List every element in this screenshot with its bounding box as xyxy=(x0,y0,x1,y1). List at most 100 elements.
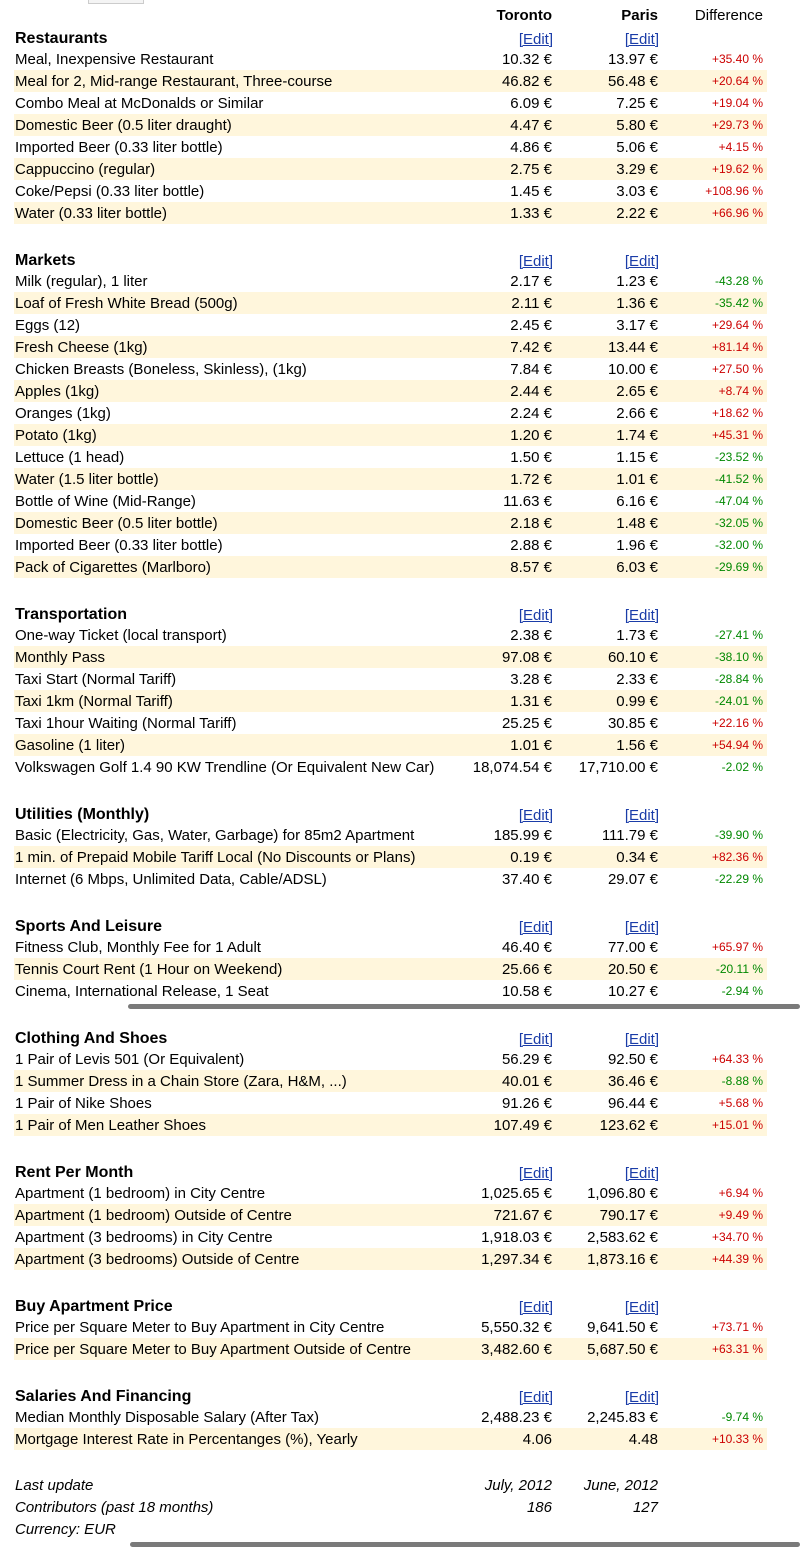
edit-cell-paris: [Edit] xyxy=(556,1384,662,1406)
item-name: Chicken Breasts (Boneless, Skinless), (1… xyxy=(15,360,307,378)
price-toronto: 1.01 € xyxy=(468,734,556,756)
footer-value-paris: June, 2012 xyxy=(583,1476,658,1494)
edit-cell-toronto: [Edit] xyxy=(468,1026,556,1048)
section-spacer xyxy=(14,890,767,914)
difference-value: +9.49 % xyxy=(662,1204,767,1226)
item-name: Potato (1kg) xyxy=(14,424,468,446)
price-toronto: 2.11 € xyxy=(468,292,556,314)
table-row: Potato (1kg) 1.20 €1.74 € +45.31 % xyxy=(14,424,767,446)
item-name: Fitness Club, Monthly Fee for 1 Adult xyxy=(15,938,261,956)
category-header-row: Utilities (Monthly) [Edit] [Edit] xyxy=(14,802,767,824)
item-name: Gasoline (1 liter) xyxy=(14,734,468,756)
price-paris: 7.25 € xyxy=(616,94,658,112)
item-name: Price per Square Meter to Buy Apartment … xyxy=(14,1338,468,1360)
table-row: Gasoline (1 liter) 1.01 €1.56 € +54.94 % xyxy=(14,734,767,756)
category-spacer xyxy=(662,914,767,936)
price-toronto: 46.40 € xyxy=(501,938,552,956)
edit-link-paris[interactable]: [Edit] xyxy=(624,919,659,936)
difference-value: +45.31 % xyxy=(662,424,767,446)
table-row: Apartment (1 bedroom) in City Centre 1,02… xyxy=(14,1182,767,1204)
edit-link-toronto[interactable]: [Edit] xyxy=(518,807,553,824)
price-toronto: 1.31 € xyxy=(468,690,556,712)
difference-value: -8.88 % xyxy=(662,1070,767,1092)
edit-link-paris[interactable]: [Edit] xyxy=(624,1165,659,1182)
price-paris: 2.66 € xyxy=(616,404,658,422)
item-name: Taxi 1hour Waiting (Normal Tariff) xyxy=(15,714,237,732)
table-row: Coke/Pepsi (0.33 liter bottle) 1.45 € 3.03… xyxy=(14,180,767,202)
edit-link-paris[interactable]: [Edit] xyxy=(624,1299,659,1316)
category-spacer xyxy=(662,802,767,824)
edit-cell-paris: [Edit] xyxy=(556,802,662,824)
difference-value: +64.33 % xyxy=(711,1052,763,1066)
edit-cell-toronto: [Edit] xyxy=(468,26,556,48)
price-toronto: 1.72 € xyxy=(468,468,556,490)
edit-link-paris[interactable]: [Edit] xyxy=(624,253,659,270)
item-name: Monthly Pass xyxy=(14,646,468,668)
edit-link-paris[interactable]: [Edit] xyxy=(624,807,659,824)
difference-value: -20.11 % xyxy=(662,958,767,980)
horizontal-scrollbar-bottom[interactable] xyxy=(130,1542,800,1547)
edit-link-toronto[interactable]: [Edit] xyxy=(518,1389,553,1406)
header-city-toronto: Toronto xyxy=(496,6,552,24)
price-paris: 1.23 € xyxy=(616,272,658,290)
edit-link-toronto[interactable]: [Edit] xyxy=(518,1031,553,1048)
table-row: Basic (Electricity, Gas, Water, Garbage)… xyxy=(14,824,767,846)
edit-link-toronto[interactable]: [Edit] xyxy=(518,1165,553,1182)
item-name: Basic (Electricity, Gas, Water, Garbage)… xyxy=(15,826,415,844)
difference-value: +29.73 % xyxy=(662,114,767,136)
price-toronto: 7.84 € xyxy=(510,360,552,378)
header-city-paris: Paris xyxy=(621,6,658,24)
edit-link-toronto[interactable]: [Edit] xyxy=(518,919,553,936)
price-paris: 790.17 € xyxy=(556,1204,662,1226)
category-header-row: Transportation [Edit] [Edit] xyxy=(14,602,767,624)
footer-value-toronto xyxy=(468,1518,556,1540)
price-toronto: 1.50 € xyxy=(510,448,552,466)
section-spacer-cell xyxy=(14,1136,767,1160)
price-paris: 0.34 € xyxy=(556,846,662,868)
edit-cell-toronto: [Edit] xyxy=(468,602,556,624)
price-paris: 60.10 € xyxy=(556,646,662,668)
table-row: Fitness Club, Monthly Fee for 1 Adult 46.… xyxy=(14,936,767,958)
table-row: Cinema, International Release, 1 Seat 10.… xyxy=(14,980,767,1002)
horizontal-scrollbar[interactable] xyxy=(128,1004,800,1009)
edit-link-paris[interactable]: [Edit] xyxy=(624,31,659,48)
category-header-row: Markets [Edit] [Edit] xyxy=(14,248,767,270)
item-name: Domestic Beer (0.5 liter bottle) xyxy=(14,512,468,534)
item-name: Combo Meal at McDonalds or Similar xyxy=(15,94,264,112)
edit-link-toronto[interactable]: [Edit] xyxy=(518,607,553,624)
difference-value: +73.71 % xyxy=(711,1320,763,1334)
price-paris: 1.01 € xyxy=(556,468,662,490)
edit-link-paris[interactable]: [Edit] xyxy=(624,607,659,624)
category-title: Salaries And Financing xyxy=(15,1388,192,1405)
edit-link-toronto[interactable]: [Edit] xyxy=(518,31,553,48)
category-title: Rent Per Month xyxy=(15,1164,134,1181)
table-row: Apartment (3 bedrooms) in City Centre 1,9… xyxy=(14,1226,767,1248)
item-name: Apartment (1 bedroom) Outside of Centre xyxy=(14,1204,468,1226)
section-spacer-cell xyxy=(14,224,767,248)
table-row: Apartment (3 bedrooms) Outside of Centre… xyxy=(14,1248,767,1270)
edit-link-paris[interactable]: [Edit] xyxy=(624,1389,659,1406)
edit-cell-toronto: [Edit] xyxy=(468,248,556,270)
item-name: Imported Beer (0.33 liter bottle) xyxy=(15,536,223,554)
edit-link-toronto[interactable]: [Edit] xyxy=(518,253,553,270)
item-name: Mortgage Interest Rate in Percentanges (… xyxy=(14,1428,468,1450)
category-title: Transportation xyxy=(15,606,128,623)
price-toronto: 2,488.23 € xyxy=(481,1408,552,1426)
item-name: Apartment (1 bedroom) in City Centre xyxy=(15,1184,266,1202)
price-paris: 1,873.16 € xyxy=(556,1248,662,1270)
footer-spacer xyxy=(14,1450,767,1474)
edit-link-paris[interactable]: [Edit] xyxy=(624,1031,659,1048)
table-row: Water (1.5 liter bottle) 1.72 €1.01 € -41.… xyxy=(14,468,767,490)
price-toronto: 1.45 € xyxy=(510,182,552,200)
table-row: Combo Meal at McDonalds or Similar 6.09 €… xyxy=(14,92,767,114)
section-spacer xyxy=(14,1136,767,1160)
price-toronto: 97.08 € xyxy=(468,646,556,668)
table-row: Meal, Inexpensive Restaurant 10.32 € 13.97… xyxy=(14,48,767,70)
footer-value-paris: 127 xyxy=(632,1498,658,1516)
item-name: Volkswagen Golf 1.4 90 KW Trendline (Or … xyxy=(15,758,435,776)
price-toronto: 3,482.60 € xyxy=(468,1338,556,1360)
table-row: Taxi Start (Normal Tariff) 3.28 € 2.33 € -2… xyxy=(14,668,767,690)
edit-link-toronto[interactable]: [Edit] xyxy=(518,1299,553,1316)
price-toronto: 18,074.54 € xyxy=(472,758,552,776)
difference-value: +19.04 % xyxy=(711,96,763,110)
